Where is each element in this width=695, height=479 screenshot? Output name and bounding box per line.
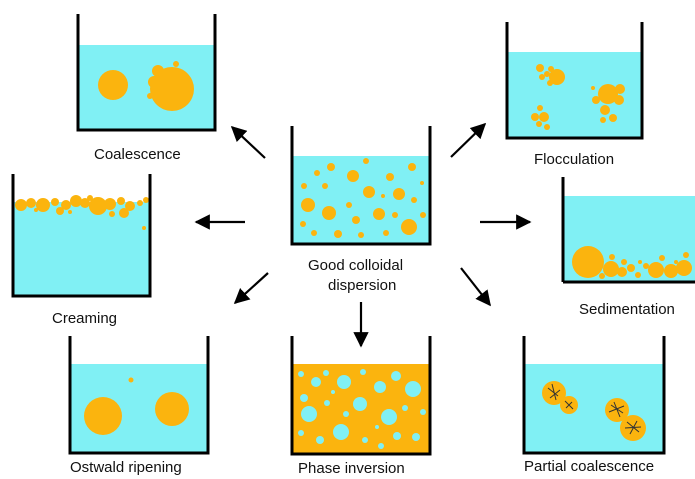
label-good-dispersion-line1: Good colloidal [308,257,404,274]
beaker-sedimentation [561,177,695,284]
label-flocculation: Flocculation [534,151,615,168]
label-ostwald-ripening: Ostwald ripening [70,459,182,476]
arrow-to-coalescence [230,125,266,159]
beaker-ostwald-ripening [68,336,210,455]
beaker-phase-inversion [290,336,432,456]
arrow-to-flocculation [450,122,487,158]
beaker-creaming [11,174,152,298]
beaker-flocculation [505,22,644,140]
arrow-to-partial-coalescence [460,267,491,307]
label-good-dispersion-line2: dispersion [328,277,397,294]
label-sedimentation: Sedimentation [579,301,675,318]
label-coalescence: Coalescence [94,146,181,163]
label-partial-coalescence: Partial coalescence [524,458,655,475]
label-phase-inversion: Phase inversion [298,460,405,477]
arrow-to-ostwald-ripening [233,272,269,305]
beaker-partial-coalescence [522,336,666,455]
beaker-good-dispersion [290,126,432,246]
beaker-coalescence [76,14,217,132]
label-creaming: Creaming [52,310,118,327]
